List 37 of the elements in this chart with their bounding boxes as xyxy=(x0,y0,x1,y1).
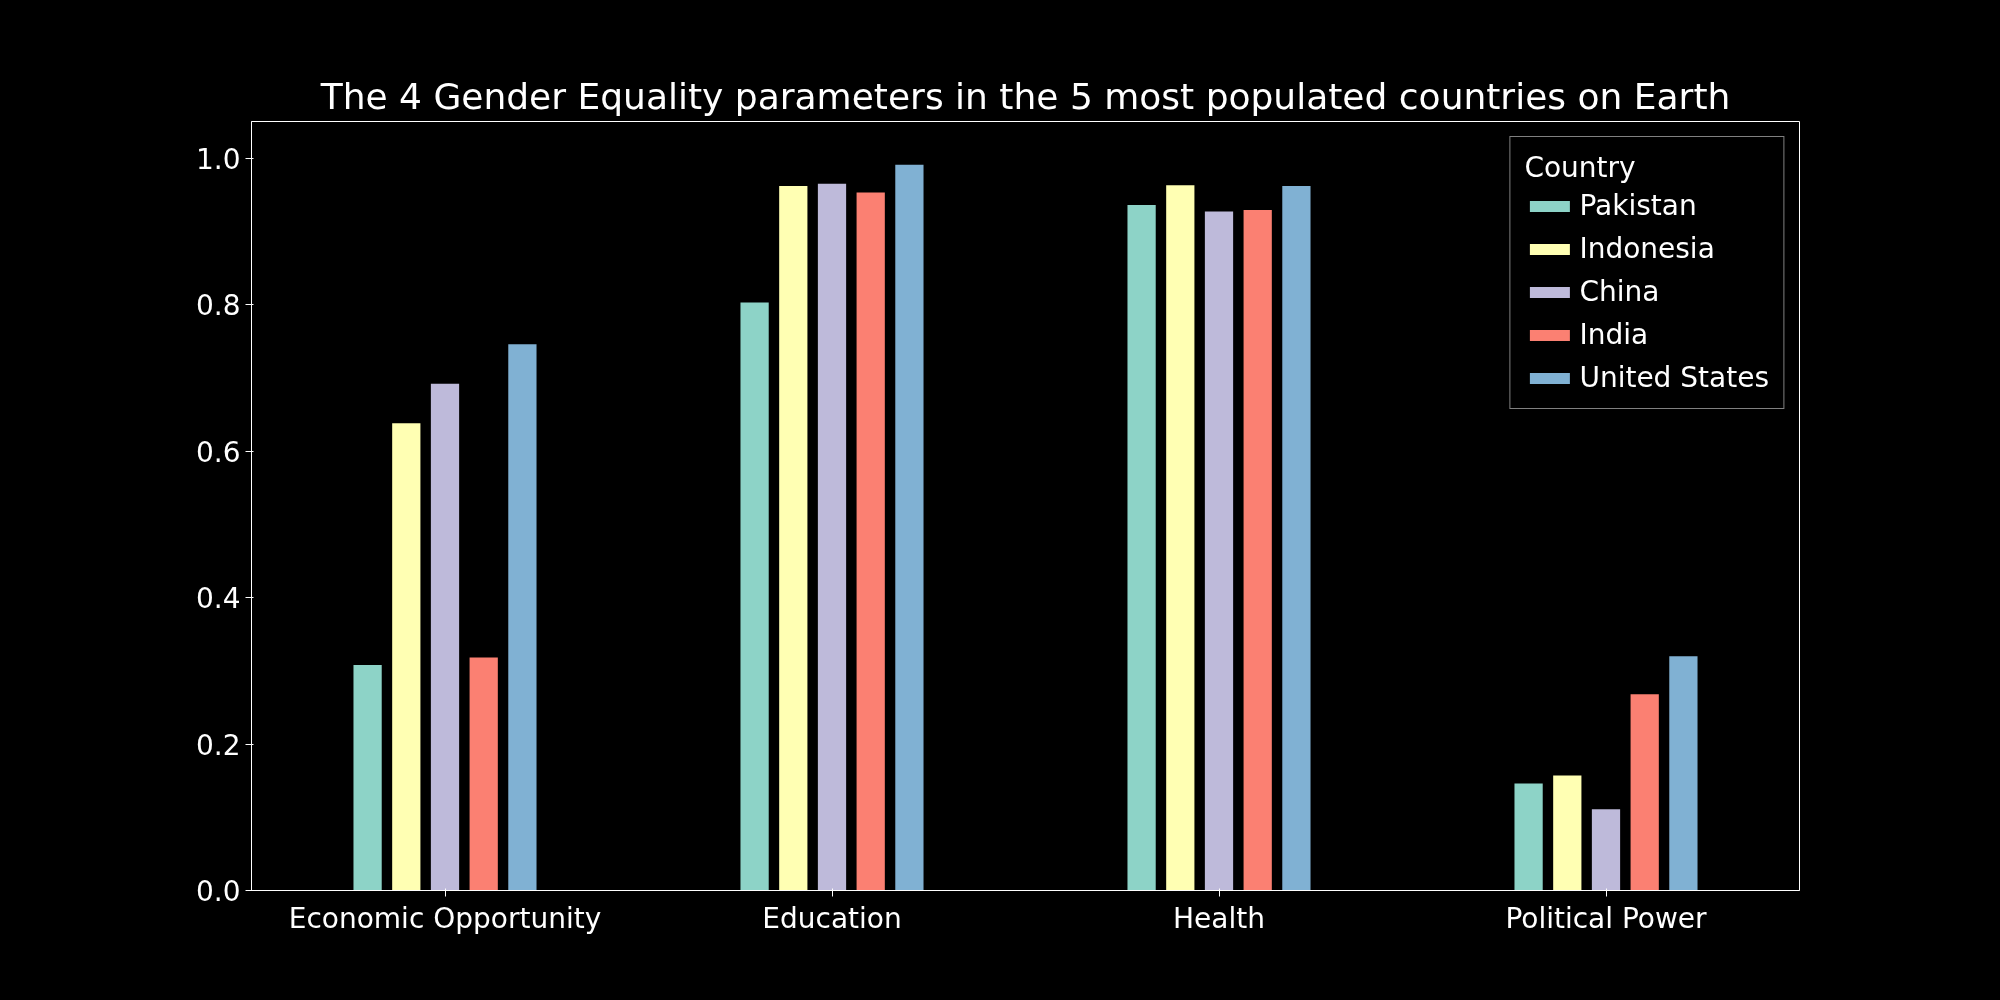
y-tick-label: 1.0 xyxy=(195,142,241,176)
bar xyxy=(508,344,537,891)
bar xyxy=(1591,809,1621,891)
bar xyxy=(1127,204,1156,891)
legend-label: Pakistan xyxy=(1579,189,1697,222)
bar xyxy=(1204,211,1234,891)
legend-label: United States xyxy=(1579,361,1769,394)
bar xyxy=(1514,783,1543,891)
bar xyxy=(430,383,460,891)
x-tick-label: Economic Opportunity xyxy=(288,901,602,935)
bar xyxy=(392,423,421,891)
bar xyxy=(895,164,924,891)
bar xyxy=(1166,185,1195,891)
x-tick-label: Health xyxy=(1173,901,1265,935)
chart-title: The 4 Gender Equality parameters in the 5 most populated countries on Earth xyxy=(319,75,1731,117)
bar xyxy=(1630,694,1659,891)
bar xyxy=(469,657,498,891)
bar xyxy=(740,302,769,891)
y-tick-label: 0.4 xyxy=(195,582,241,616)
bar xyxy=(1282,185,1311,891)
bar xyxy=(353,664,382,891)
bar xyxy=(1243,210,1272,891)
bar xyxy=(1553,775,1582,891)
y-tick-label: 0.0 xyxy=(195,875,241,908)
y-tick-label: 0.2 xyxy=(195,728,241,762)
x-tick-label: Education xyxy=(762,901,902,935)
y-tick-label: 0.8 xyxy=(195,289,241,323)
bar xyxy=(817,183,847,891)
bar xyxy=(779,185,808,891)
legend-label: China xyxy=(1579,275,1660,308)
legend-label: India xyxy=(1579,318,1649,351)
legend-label: Indonesia xyxy=(1579,232,1715,265)
y-tick-label: 0.6 xyxy=(195,435,241,469)
bar xyxy=(1669,656,1698,891)
legend-title: Country xyxy=(1524,151,1637,184)
x-tick-label: Political Power xyxy=(1505,901,1708,935)
bar xyxy=(856,192,885,891)
